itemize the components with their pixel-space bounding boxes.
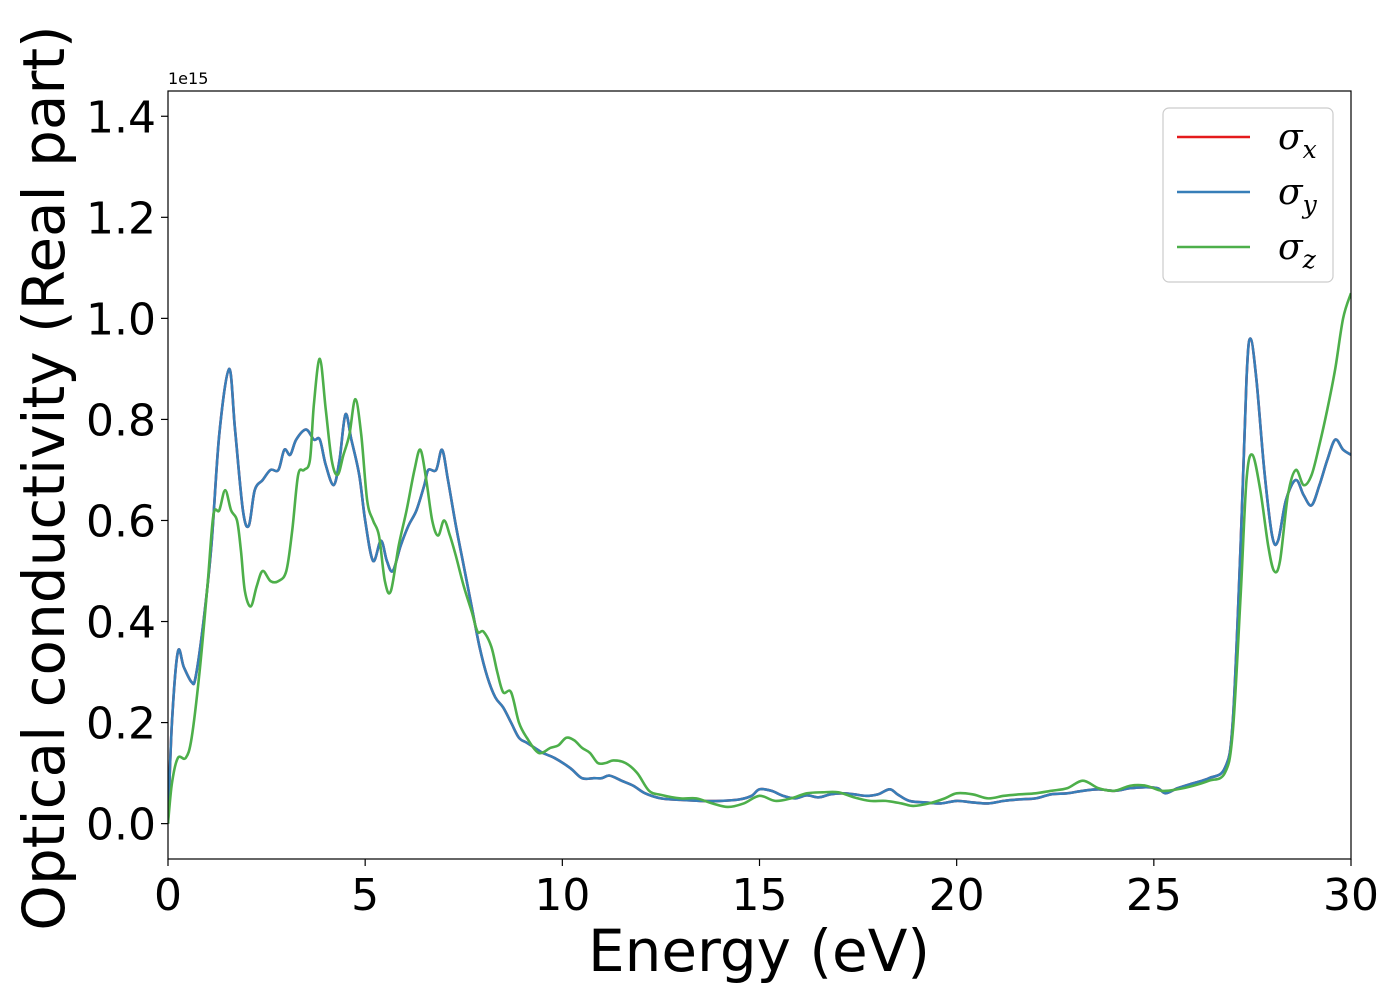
y-tick-label: 0.4 xyxy=(86,598,156,649)
x-tick-label: 15 xyxy=(732,870,788,921)
sigma-y-line xyxy=(168,337,1351,824)
y-tick-label: 1.2 xyxy=(86,193,156,244)
legend-box xyxy=(1162,107,1334,283)
x-tick-label: 0 xyxy=(154,870,182,921)
legend: σx σy σz xyxy=(1162,107,1334,283)
y-offset-text: 1e15 xyxy=(168,69,208,88)
legend-label: σy xyxy=(1278,172,1318,219)
x-axis-label: Energy (eV) xyxy=(588,917,930,985)
legend-label: σz xyxy=(1278,227,1317,274)
sigma-z-line xyxy=(168,292,1351,824)
x-tick-label: 25 xyxy=(1126,870,1182,921)
y-axis-label: Optical conductivity (Real part) xyxy=(10,25,78,930)
y-tick-label: 0.0 xyxy=(86,800,156,851)
x-axis: 0 5 10 15 20 25 30 xyxy=(154,859,1379,921)
legend-entry-sigma-z: σz xyxy=(1177,227,1317,274)
legend-entry-sigma-y: σy xyxy=(1177,172,1318,219)
y-tick-label: 0.8 xyxy=(86,395,156,446)
legend-entry-sigma-x: σx xyxy=(1177,117,1317,164)
legend-label: σx xyxy=(1278,117,1317,164)
y-tick-label: 1.4 xyxy=(86,92,156,143)
x-tick-label: 5 xyxy=(351,870,379,921)
x-tick-label: 20 xyxy=(929,870,985,921)
y-axis: 0.0 0.2 0.4 0.6 0.8 1.0 1.2 1.4 xyxy=(86,92,168,851)
x-tick-label: 30 xyxy=(1323,870,1379,921)
series-layer xyxy=(168,292,1351,824)
y-tick-label: 1.0 xyxy=(86,294,156,345)
y-tick-label: 0.6 xyxy=(86,496,156,547)
y-tick-label: 0.2 xyxy=(86,699,156,750)
x-tick-label: 10 xyxy=(534,870,590,921)
